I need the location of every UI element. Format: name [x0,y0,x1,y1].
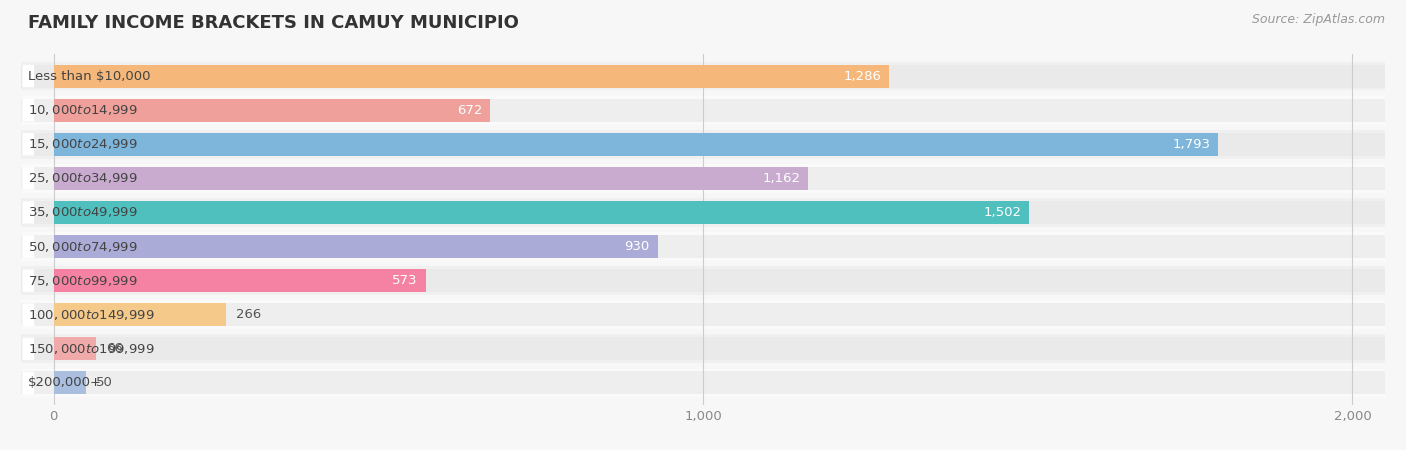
Bar [21,369,1385,397]
Text: Less than $10,000: Less than $10,000 [28,70,150,83]
Bar [21,167,1385,190]
Text: $75,000 to $99,999: $75,000 to $99,999 [28,274,138,288]
FancyBboxPatch shape [22,65,34,87]
Bar [53,235,658,258]
Bar [21,130,1385,158]
Bar [53,133,1218,156]
Bar [21,198,1385,227]
Bar [21,269,1385,292]
FancyBboxPatch shape [22,338,34,360]
Text: $150,000 to $199,999: $150,000 to $199,999 [28,342,155,356]
Bar [53,64,889,88]
FancyBboxPatch shape [22,303,34,326]
Bar [21,334,1385,363]
Bar [53,303,226,326]
FancyBboxPatch shape [22,133,34,156]
Text: 1,286: 1,286 [844,70,882,83]
Text: 266: 266 [236,308,262,321]
Text: 50: 50 [96,376,112,389]
Text: $100,000 to $149,999: $100,000 to $149,999 [28,308,155,322]
Text: 672: 672 [457,104,482,117]
Bar [53,167,808,190]
Bar [21,371,1385,395]
Bar [53,337,97,360]
Bar [21,62,1385,90]
FancyBboxPatch shape [22,167,34,189]
Text: 573: 573 [392,274,418,287]
FancyBboxPatch shape [22,372,34,394]
Bar [21,301,1385,329]
FancyBboxPatch shape [22,235,34,258]
Text: $200,000+: $200,000+ [28,376,101,389]
Bar [21,133,1385,156]
Bar [53,201,1029,224]
Bar [21,164,1385,193]
Text: $35,000 to $49,999: $35,000 to $49,999 [28,206,138,220]
Text: FAMILY INCOME BRACKETS IN CAMUY MUNICIPIO: FAMILY INCOME BRACKETS IN CAMUY MUNICIPI… [28,14,519,32]
Bar [21,337,1385,360]
FancyBboxPatch shape [22,99,34,122]
Text: 1,502: 1,502 [983,206,1021,219]
Bar [53,99,489,122]
Bar [21,266,1385,295]
Text: $25,000 to $34,999: $25,000 to $34,999 [28,171,138,185]
Bar [53,269,426,292]
Text: $10,000 to $14,999: $10,000 to $14,999 [28,103,138,117]
Bar [21,99,1385,122]
Bar [21,64,1385,88]
Bar [21,96,1385,125]
Text: 1,793: 1,793 [1173,138,1211,151]
Text: 1,162: 1,162 [762,172,800,185]
Bar [21,232,1385,261]
Text: Source: ZipAtlas.com: Source: ZipAtlas.com [1251,14,1385,27]
FancyBboxPatch shape [22,201,34,224]
Text: 930: 930 [624,240,650,253]
Bar [21,235,1385,258]
FancyBboxPatch shape [22,270,34,292]
Text: $50,000 to $74,999: $50,000 to $74,999 [28,239,138,253]
Text: 66: 66 [107,342,122,355]
Bar [53,371,86,395]
Bar [21,303,1385,326]
Text: $15,000 to $24,999: $15,000 to $24,999 [28,137,138,151]
Bar [21,201,1385,224]
